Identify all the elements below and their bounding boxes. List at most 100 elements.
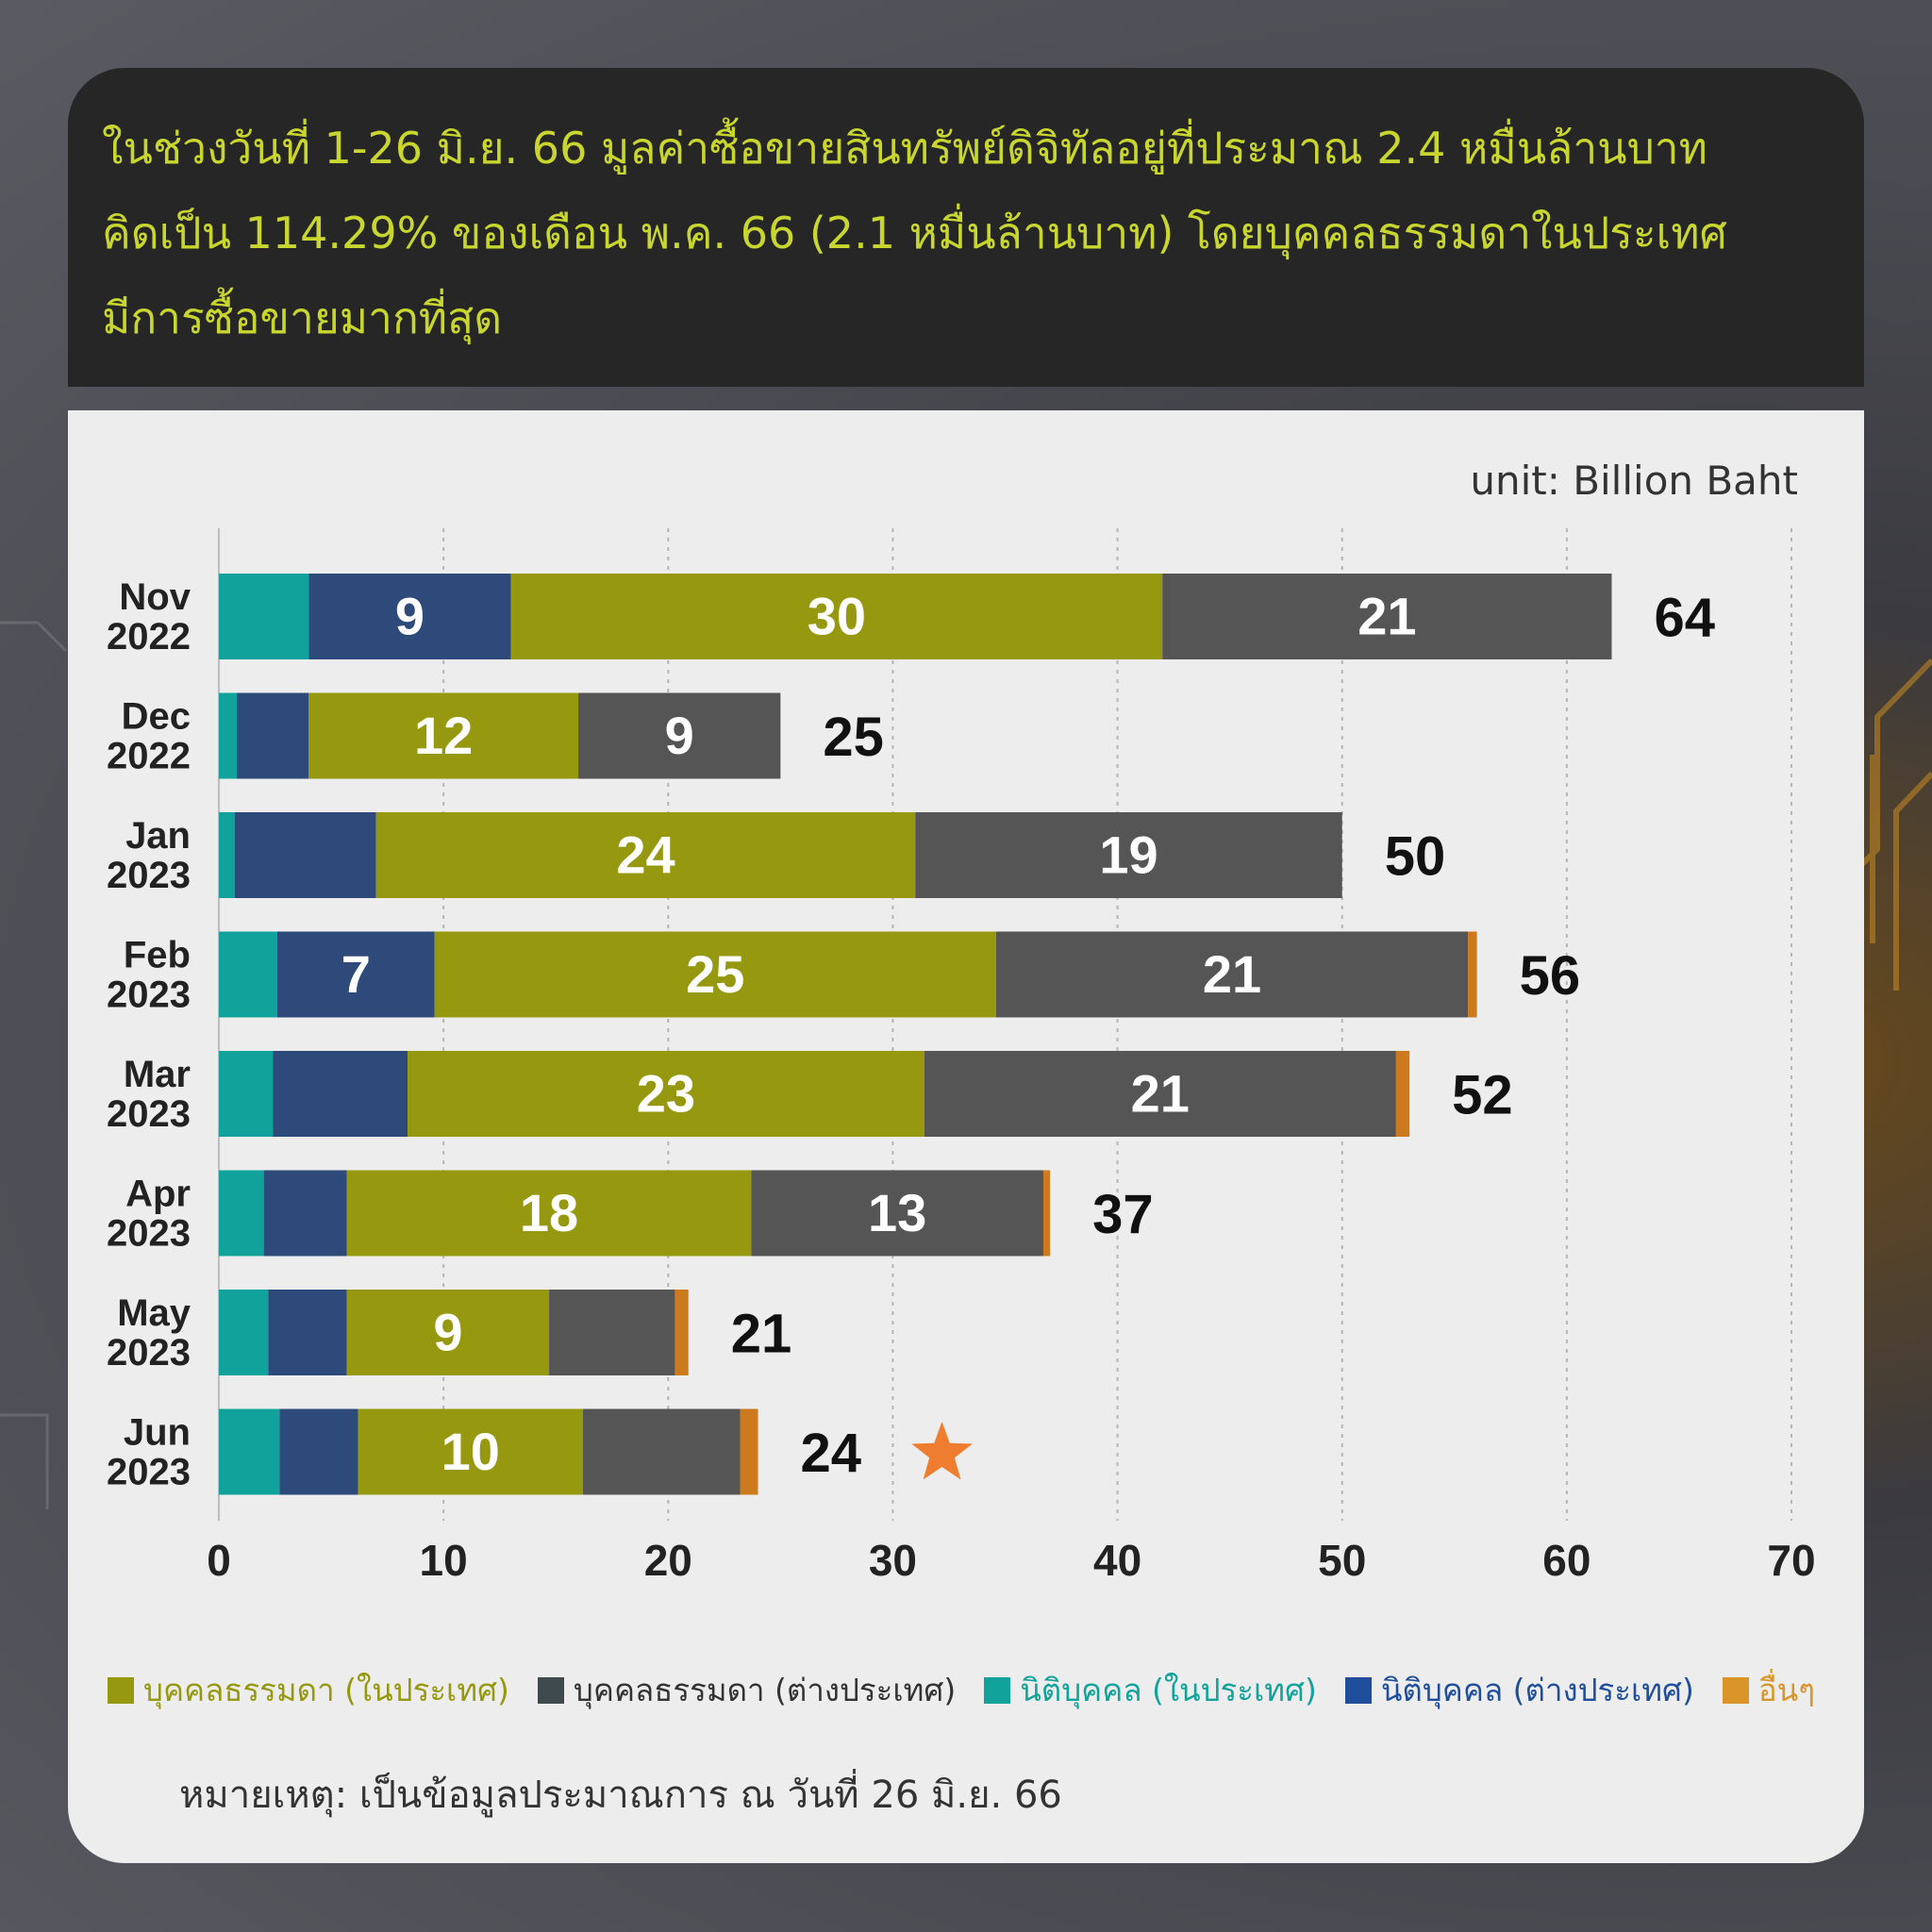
legend-item-others: อื่นๆ [1722,1665,1815,1715]
category-label-year: 2023 [107,974,191,1016]
bar-segment-others [1395,1051,1410,1137]
bar-segment-juristic_domestic [219,574,309,659]
x-tick-label: 70 [1767,1536,1815,1585]
x-tick-label: 50 [1318,1536,1366,1585]
bar-segment-juristic_foreign [279,1408,358,1495]
category-label-year: 2022 [107,736,191,777]
bar-segment-juristic_foreign [268,1290,347,1375]
headline-line-3: มีการซื้อขายมากที่สุด [102,292,503,343]
highlight-star-icon [911,1422,973,1480]
x-tick-label: 20 [644,1536,692,1585]
bar-segment-juristic_foreign [263,1170,347,1257]
bar-segment-label: 24 [616,825,675,885]
x-tick-label: 10 [420,1536,468,1585]
bar-segment-juristic_foreign [308,574,511,659]
bar-segment-individual_domestic [408,1051,924,1137]
legend-item-juristic-foreign: นิติบุคคล (ต่างประเทศ) [1344,1665,1694,1715]
bar-segment-label: 18 [520,1183,578,1242]
bar-segment-individual_foreign [582,1408,741,1495]
bar-segment-individual_domestic [308,692,579,779]
headline-banner: ในช่วงวันที่ 1-26 มิ.ย. 66 มูลค่าซื้อขาย… [68,68,1864,387]
bar-segment-label: 21 [1131,1064,1190,1124]
category-label-year: 2023 [107,1093,191,1135]
category-label-year: 2023 [107,1332,191,1374]
bar-segment-label: 19 [1099,825,1158,885]
bar-segment-label: 13 [868,1183,926,1242]
x-tick-label: 30 [869,1536,917,1585]
bar-total-label: 64 [1654,588,1715,649]
legend-swatch [108,1676,134,1704]
bar-total-label: 21 [731,1304,792,1365]
bar-segment-juristic_foreign [276,931,435,1018]
bar-segment-others [675,1290,689,1375]
category-label-year: 2022 [107,616,191,658]
unit-label: unit: Billion Baht [1470,458,1798,504]
bar-total-label: 24 [801,1423,862,1484]
legend-item-individual-domestic: บุคคลธรรมดา (ในประเทศ) [108,1665,509,1715]
bar-total-label: 37 [1092,1184,1154,1245]
legend-swatch [537,1676,564,1704]
bar-segment-label: 21 [1357,587,1416,646]
category-label-year: 2023 [107,855,191,896]
bar-segment-juristic_domestic [219,1408,280,1495]
bar-segment-label: 30 [808,587,866,646]
bar-segment-label: 9 [395,587,425,646]
bar-segment-juristic_domestic [219,692,238,779]
category-label-month: Jun [124,1412,191,1454]
bar-segment-others [1468,931,1477,1018]
bar-segment-individual_domestic [358,1408,583,1495]
legend: บุคคลธรรมดา (ในประเทศ) บุคคลธรรมดา (ต่าง… [108,1665,1815,1715]
bar-segment-individual_foreign [924,1051,1396,1137]
category-label-month: Feb [124,935,191,976]
legend-swatch [1722,1676,1749,1704]
bar-segment-juristic_domestic [219,1290,269,1375]
bar-segment-individual_domestic [346,1290,550,1375]
bar-total-label: 52 [1452,1065,1513,1126]
bar-segment-juristic_domestic [219,931,277,1018]
category-label-month: Dec [122,696,191,738]
legend-item-juristic-domestic: นิติบุคคล (ในประเทศ) [984,1665,1317,1715]
category-label-month: Jan [125,815,191,857]
bar-segment-individual_foreign [995,931,1469,1018]
bar-segment-juristic_foreign [234,812,376,898]
category-label-year: 2023 [107,1452,191,1493]
category-label-month: Apr [125,1174,191,1215]
x-tick-label: 40 [1093,1536,1141,1585]
legend-label: อื่นๆ [1757,1672,1815,1708]
x-tick-label: 0 [207,1536,231,1585]
legend-swatch [1344,1676,1372,1704]
bar-segment-label: 10 [441,1422,500,1481]
bar-segment-individual_domestic [510,574,1163,659]
category-label-month: Nov [119,576,191,618]
legend-label: นิติบุคคล (ในประเทศ) [1020,1672,1317,1708]
bar-segment-juristic_domestic [219,1051,274,1137]
bar-segment-juristic_foreign [273,1051,408,1137]
legend-item-individual-foreign: บุคคลธรรมดา (ต่างประเทศ) [537,1665,957,1715]
bar-segment-others [1042,1170,1051,1257]
bar-segment-individual_foreign [915,812,1342,898]
legend-label: บุคคลธรรมดา (ต่างประเทศ) [573,1672,957,1708]
category-label-month: May [117,1292,192,1334]
bar-segment-individual_domestic [346,1170,752,1257]
category-label-month: Mar [124,1054,191,1095]
bar-segment-label: 21 [1203,944,1261,1004]
bar-segment-juristic_domestic [219,812,235,898]
bar-segment-label: 25 [686,944,744,1004]
category-label-year: 2023 [107,1213,191,1255]
bar-total-label: 25 [823,707,884,768]
bar-segment-label: 9 [433,1303,462,1362]
bar-segment-label: 9 [665,706,694,765]
bar-segment-others [740,1408,758,1495]
bar-segment-label: 7 [341,944,371,1004]
legend-swatch [984,1676,1011,1704]
bar-segment-individual_domestic [375,812,916,898]
headline-line-1: ในช่วงวันที่ 1-26 มิ.ย. 66 มูลค่าซื้อขาย… [102,123,1707,174]
bar-segment-individual_domestic [434,931,996,1018]
bar-segment-individual_foreign [549,1290,675,1375]
bar-segment-individual_foreign [1162,574,1612,659]
bar-total-label: 50 [1385,826,1446,888]
bar-segment-label: 12 [414,706,473,765]
chart-panel: unit: Billion Baht 0 10 20 30 40 50 60 70 Nov 202… [68,410,1864,1863]
bar-total-label: 56 [1520,945,1581,1007]
